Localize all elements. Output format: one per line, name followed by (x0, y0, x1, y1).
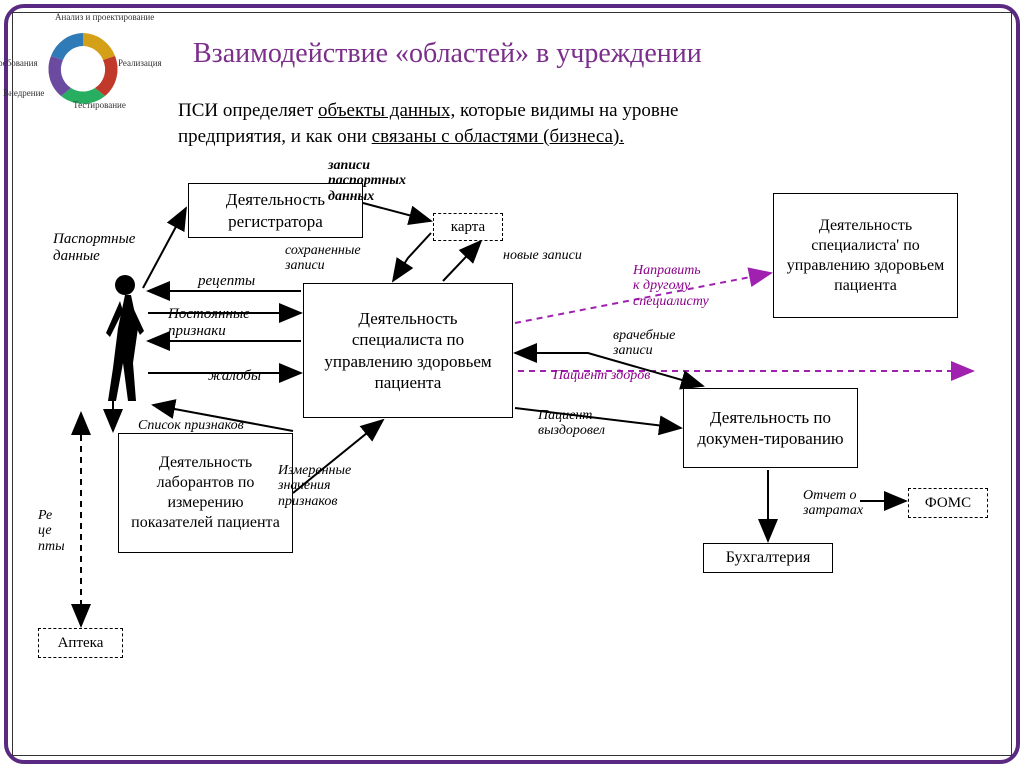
label-sign_list: Список признаков (138, 418, 244, 433)
node-specialist2: Деятельность специалиста' по управлению … (773, 193, 958, 318)
page-title: Взаимодействие «областей» в учреждении (193, 38, 702, 70)
label-recipes_vert: Рецепты (38, 508, 65, 554)
node-accounting: Бухгалтерия (703, 543, 833, 573)
node-doc: Деятельность по докумен-тированию (683, 388, 858, 468)
sub-a: ПСИ определяет (178, 100, 318, 121)
label-recipes: рецепты (198, 273, 255, 290)
sub-d: предприятия, и как они (178, 126, 372, 147)
person-icon (98, 273, 153, 408)
label-redirect: Направитьк другомуспециалисту (633, 263, 709, 309)
label-passport: Паспортныеданные (53, 231, 135, 264)
label-recovered: Пациентвыздоровел (538, 408, 605, 439)
cycle-logo: Анализ и проектирование Реализация Тести… (33, 18, 133, 118)
sub-b: объекты данных, (318, 100, 455, 121)
node-card: карта (433, 213, 503, 241)
canvas: Анализ и проектирование Реализация Тести… (13, 13, 1011, 755)
sub-c: которые видимы на уровне (455, 100, 678, 121)
logo-label-left: Требования (0, 58, 38, 68)
label-passport_records: записипаспортныхданных (328, 158, 406, 204)
label-measured: Измеренныезначенияпризнаков (278, 463, 351, 509)
node-pharmacy: Аптека (38, 628, 123, 658)
label-saved_records: сохраненныезаписи (285, 243, 361, 274)
label-complaints: жалобы (208, 368, 261, 385)
node-specialist: Деятельность специалиста по управлению з… (303, 283, 513, 418)
logo-label-right: Реализация (118, 58, 162, 68)
subtitle: ПСИ определяет объекты данных, которые в… (178, 98, 678, 149)
logo-label-bottom: Тестирование (73, 100, 126, 110)
sub-e: связаны с областями (бизнеса). (372, 126, 624, 147)
label-healthy: Пациент здоров (553, 368, 650, 383)
label-cost_report: Отчет озатратах (803, 488, 863, 519)
label-med_records: врачебныезаписи (613, 328, 675, 359)
node-lab: Деятельность лаборантов по измерению пок… (118, 433, 293, 553)
logo-label-bl: Внедрение (3, 88, 44, 98)
logo-label-top: Анализ и проектирование (55, 12, 154, 22)
node-foms: ФОМС (908, 488, 988, 518)
label-new_records: новые записи (503, 248, 582, 263)
label-constant_signs: Постоянныепризнаки (168, 306, 250, 339)
